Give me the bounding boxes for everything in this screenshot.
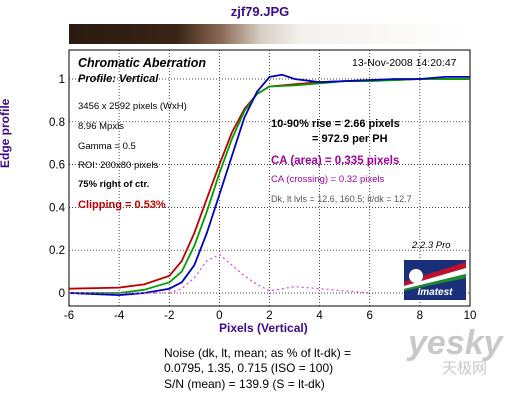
x-tick-label: 0 xyxy=(216,310,222,322)
series-line-3 xyxy=(69,253,370,294)
y-axis-label: Edge profile xyxy=(0,98,12,168)
edge-image-strip xyxy=(69,24,470,44)
rise-per-ph: = 972.9 per PH xyxy=(312,133,388,145)
noise-line-2: 0.0795, 1.35, 0.715 (ISO = 100) xyxy=(164,361,334,375)
x-tick-label: 4 xyxy=(316,310,323,322)
imatest-logo-text: Imatest xyxy=(417,287,453,298)
y-axis-label-wrap: Edge profile xyxy=(0,99,12,168)
x-tick-label: 8 xyxy=(417,310,423,322)
info-roi: ROI: 200x80 pixels xyxy=(78,160,159,171)
y-tick-label: 0.4 xyxy=(49,202,66,214)
series-line-1 xyxy=(69,78,470,294)
imatest-logo: Imatest xyxy=(404,260,466,300)
chart-title: Chromatic Aberration xyxy=(78,56,207,70)
y-tick-label: 1 xyxy=(59,74,65,86)
info-pixels: 3456 x 2592 pixels (WxH) xyxy=(78,101,187,112)
chart-timestamp: 13-Nov-2008 14:20:47 xyxy=(352,57,457,69)
yesky-watermark: yesky 天极网 xyxy=(408,326,516,376)
watermark-subtext: 天极网 xyxy=(442,359,488,377)
watermark-text: yesky xyxy=(408,324,503,362)
dark-light-levels: Dk, lt lvls = 12.6, 160.5; lt/dk = 12.7 xyxy=(271,194,412,204)
info-position: 75% right of ctr. xyxy=(78,179,150,190)
x-axis-label: Pixels (Vertical) xyxy=(219,321,308,335)
ca-crossing-result: CA (crossing) = 0.32 pixels xyxy=(271,174,385,185)
x-tick-label: -4 xyxy=(114,310,125,322)
imatest-logo-graphic xyxy=(404,260,466,300)
y-tick-label: 0 xyxy=(59,288,65,300)
x-tick-label: 6 xyxy=(367,310,373,322)
clipping-label: Clipping = 0.53% xyxy=(78,199,166,211)
ca-area-result: CA (area) = 0.335 pixels xyxy=(271,155,400,167)
version-label: 2.2.3 Pro xyxy=(412,240,451,251)
y-tick-label: 0.6 xyxy=(49,160,65,172)
y-tick-label: 0.8 xyxy=(49,117,65,129)
chart-subtitle: Profile: Vertical xyxy=(78,73,159,85)
x-tick-label: 2 xyxy=(266,310,272,322)
y-tick-label: 0.2 xyxy=(49,245,65,257)
x-tick-label: -2 xyxy=(164,310,174,322)
x-tick-label: 10 xyxy=(464,310,477,322)
file-title: zjf79.JPG xyxy=(230,4,290,19)
series-line-2 xyxy=(68,73,470,297)
noise-line-1: Noise (dk, lt, mean; as % of lt-dk) = xyxy=(164,346,352,360)
x-tick-label: -6 xyxy=(64,310,74,322)
series-group xyxy=(68,73,470,297)
axis-ticks: -6 -4 -2 0 2 4 6 8 10 0 0.2 0.4 0.6 0.8 1 xyxy=(49,74,476,322)
info-mpxls: 8.96 Mpxls xyxy=(78,121,124,132)
noise-line-3: S/N (mean) = 139.9 (S = lt-dk) xyxy=(164,377,325,391)
info-gamma: Gamma = 0.5 xyxy=(78,141,136,152)
rise-result: 10-90% rise = 2.66 pixels xyxy=(271,118,400,130)
